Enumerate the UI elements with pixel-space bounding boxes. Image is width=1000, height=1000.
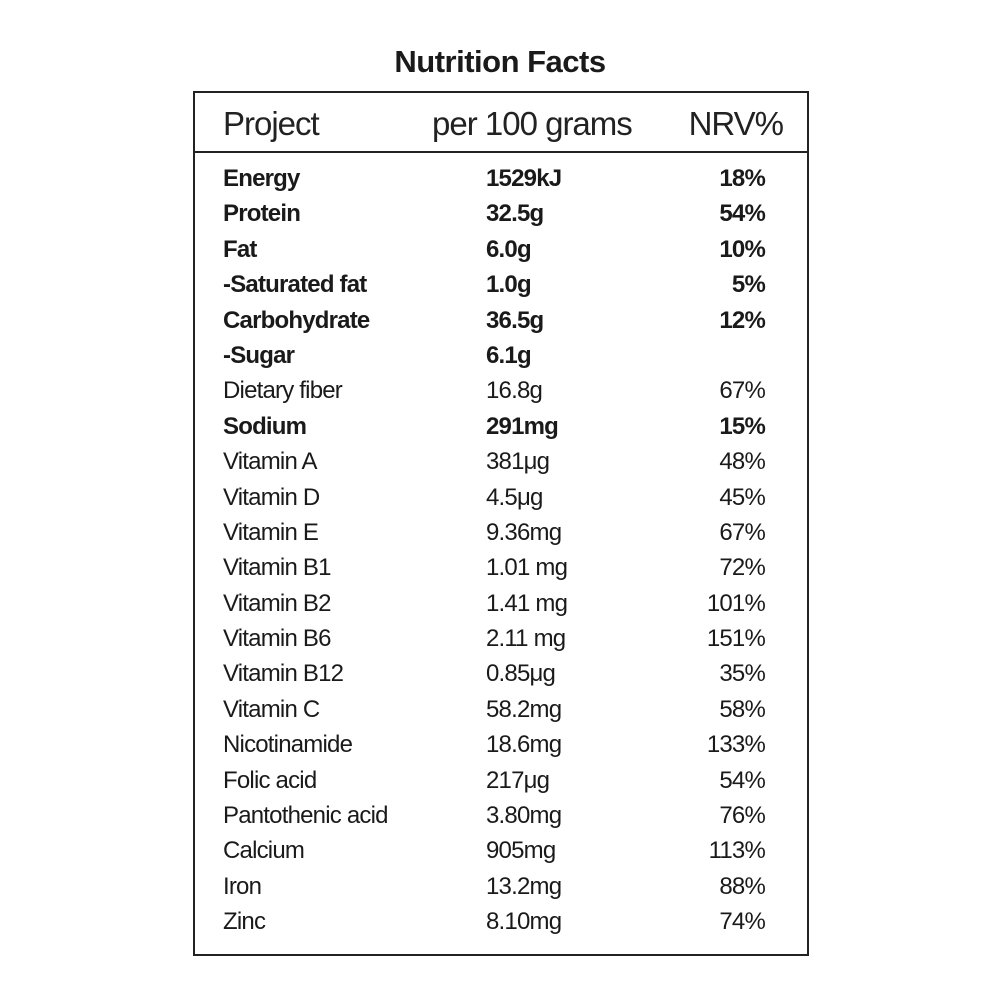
table-row: Vitamin B12 0.85μg 35% — [195, 656, 807, 691]
table-header: Project per 100 grams NRV% — [195, 93, 807, 153]
table-row: Vitamin B2 1.41 mg 101% — [195, 586, 807, 621]
nutrient-name: Vitamin C — [223, 695, 320, 723]
nutrient-nrv: 58% — [719, 695, 765, 723]
nutrient-name: Iron — [223, 872, 262, 900]
nutrient-name: Vitamin B6 — [223, 625, 331, 653]
nutrient-name: Vitamin D — [223, 483, 320, 511]
nutrient-name: Sodium — [223, 412, 307, 440]
nutrient-name: Protein — [223, 200, 301, 228]
nutrient-nrv: 18% — [719, 165, 765, 192]
nutrient-amount: 6.0g — [486, 235, 532, 263]
table-row: Sodium 291mg 15% — [195, 409, 807, 444]
nutrient-nrv: 113% — [708, 837, 766, 865]
table-row: Nicotinamide 18.6mg 133% — [195, 727, 807, 762]
nutrient-nrv: 48% — [719, 448, 765, 476]
nutrient-amount: 217μg — [486, 766, 550, 794]
header-project: Project — [223, 105, 320, 142]
table-row: Vitamin B1 1.01 mg 72% — [195, 550, 807, 585]
nutrient-nrv: 72% — [719, 554, 765, 582]
nutrient-name: Vitamin B1 — [223, 554, 331, 582]
nutrient-nrv: 12% — [719, 306, 765, 334]
nutrient-name: -Sugar — [223, 341, 295, 369]
nutrient-name: Energy — [223, 165, 300, 192]
nutrition-table: Project per 100 grams NRV% Energy 1529kJ 1… — [193, 91, 809, 956]
nutrient-name: Nicotinamide — [223, 731, 353, 759]
nutrient-amount: 9.36mg — [486, 518, 562, 546]
nutrient-amount: 13.2mg — [486, 872, 562, 900]
nutrient-nrv: 151% — [706, 625, 766, 653]
table-row: Pantothenic acid 3.80mg 76% — [195, 798, 807, 833]
nutrient-nrv: 133% — [706, 731, 766, 759]
table-row: Vitamin D 4.5μg 45% — [195, 480, 807, 515]
nutrient-nrv: 5% — [731, 271, 766, 299]
nutrient-amount: 6.1g — [486, 341, 532, 369]
nutrient-name: Calcium — [223, 837, 305, 865]
table-row: Folic acid 217μg 54% — [195, 763, 807, 798]
nutrient-nrv: 45% — [719, 483, 765, 511]
nutrient-nrv: 74% — [719, 908, 765, 936]
table-row: Calcium 905mg 113% — [195, 833, 807, 868]
table-row: Energy 1529kJ 18% — [195, 161, 807, 196]
nutrient-nrv: 67% — [719, 377, 765, 405]
nutrient-amount: 1.0g — [486, 271, 532, 299]
nutrient-nrv: 76% — [719, 802, 765, 830]
nutrient-name: Vitamin E — [223, 518, 319, 546]
table-row: Zinc 8.10mg 74% — [195, 904, 807, 939]
nutrient-name: Zinc — [223, 908, 266, 936]
table-body: Energy 1529kJ 18% Protein 32.5g 54% Fat 6.0g 10%… — [195, 161, 807, 940]
nutrient-name: Dietary fiber — [223, 377, 343, 405]
nutrient-amount: 291mg — [486, 412, 559, 440]
table-row: Vitamin B6 2.11 mg 151% — [195, 621, 807, 656]
table-row: -Sugar 6.1g — [195, 338, 807, 373]
nutrient-name: Carbohydrate — [223, 306, 370, 334]
nutrient-amount: 381μg — [486, 448, 550, 476]
nutrient-name: Vitamin B12 — [223, 660, 344, 688]
nutrient-nrv: 54% — [719, 200, 765, 228]
nutrient-amount: 16.8g — [486, 377, 543, 405]
table-row: -Saturated fat 1.0g 5% — [195, 267, 807, 302]
nutrient-amount: 58.2mg — [486, 695, 562, 723]
nutrient-amount: 36.5g — [486, 306, 544, 334]
nutrient-name: -Saturated fat — [223, 271, 367, 299]
nutrient-name: Vitamin B2 — [223, 589, 331, 617]
header-nrv: NRV% — [688, 105, 784, 142]
table-row: Iron 13.2mg 88% — [195, 869, 807, 904]
nutrient-amount: 0.85μg — [486, 660, 556, 688]
nutrient-name: Pantothenic acid — [223, 802, 388, 830]
nutrient-nrv: 10% — [719, 235, 765, 263]
nutrient-name: Fat — [223, 235, 257, 263]
nutrient-amount: 905mg — [486, 837, 556, 865]
nutrient-amount: 2.11 mg — [486, 625, 566, 653]
nutrient-amount: 1.41 mg — [486, 589, 568, 617]
nutrient-amount: 4.5μg — [486, 483, 543, 511]
table-row: Vitamin A 381μg 48% — [195, 444, 807, 479]
nutrient-amount: 1.01 mg — [486, 554, 568, 582]
nutrient-nrv: 15% — [719, 412, 765, 440]
table-row: Carbohydrate 36.5g 12% — [195, 303, 807, 338]
nutrient-amount: 8.10mg — [486, 908, 562, 936]
nutrient-nrv: 35% — [719, 660, 765, 688]
nutrient-nrv: 54% — [719, 766, 765, 794]
nutrient-nrv: 67% — [719, 518, 765, 546]
nutrient-name: Vitamin A — [223, 448, 318, 476]
header-per-100-grams: per 100 grams — [432, 105, 633, 142]
table-row: Vitamin C 58.2mg 58% — [195, 692, 807, 727]
nutrient-amount: 3.80mg — [486, 802, 562, 830]
page-title: Nutrition Facts — [394, 44, 606, 79]
nutrient-amount: 1529kJ — [486, 165, 562, 192]
table-row: Dietary fiber 16.8g 67% — [195, 373, 807, 408]
nutrient-amount: 32.5g — [486, 200, 544, 228]
nutrient-amount: 18.6mg — [486, 731, 562, 759]
table-row: Vitamin E 9.36mg 67% — [195, 515, 807, 550]
nutrient-nrv: 88% — [719, 872, 765, 900]
nutrient-name: Folic acid — [223, 766, 317, 794]
nutrient-nrv: 101% — [706, 589, 766, 617]
table-row: Protein 32.5g 54% — [195, 196, 807, 231]
table-row: Fat 6.0g 10% — [195, 232, 807, 267]
